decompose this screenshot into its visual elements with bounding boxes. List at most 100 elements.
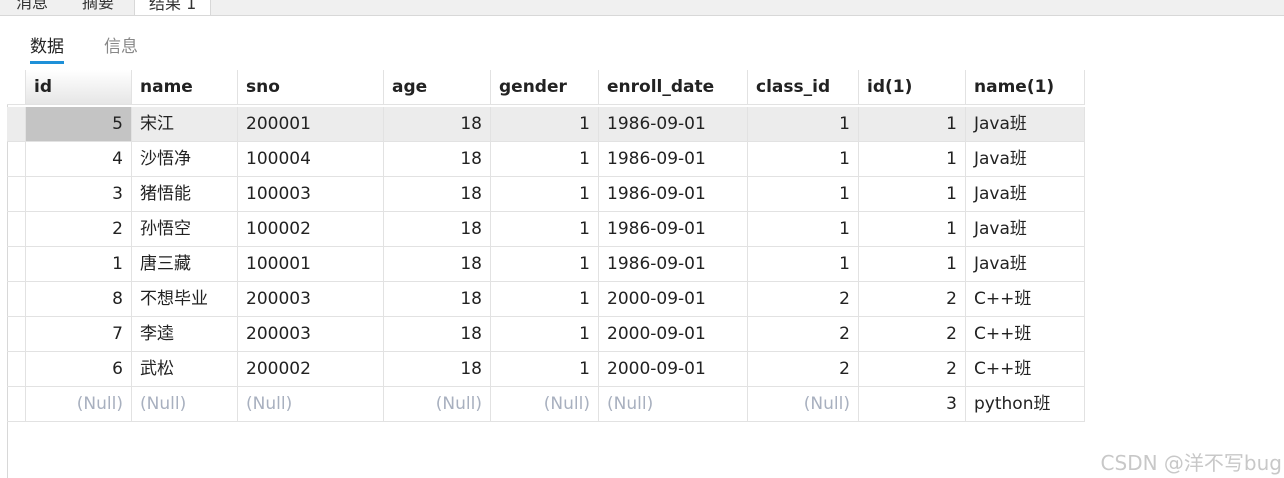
grid-cell[interactable]: 1986-09-01 [599,142,748,177]
column-header[interactable]: gender [491,70,599,105]
grid-cell[interactable]: (Null) [132,387,238,422]
grid-cell[interactable]: 18 [384,212,491,247]
row-header[interactable] [7,177,26,212]
grid-cell[interactable]: 1 [491,142,599,177]
grid-cell[interactable]: 18 [384,107,491,142]
grid-cell[interactable]: 1986-09-01 [599,212,748,247]
grid-cell[interactable]: 2 [748,352,859,387]
grid-cell[interactable]: 1 [26,247,132,282]
grid-cell[interactable]: 4 [26,142,132,177]
grid-cell[interactable]: 1 [491,282,599,317]
grid-cell[interactable]: 7 [26,317,132,352]
grid-cell[interactable]: 3 [859,387,966,422]
grid-cell[interactable]: 李逵 [132,317,238,352]
subtab[interactable]: 信息 [104,37,138,57]
grid-cell[interactable]: 2000-09-01 [599,282,748,317]
grid-cell[interactable]: 1 [748,107,859,142]
tab[interactable]: 消息 [16,0,49,12]
column-header[interactable]: name [132,70,238,105]
grid-cell[interactable]: 2 [859,317,966,352]
row-header[interactable] [7,317,26,352]
grid-cell[interactable]: 100001 [238,247,384,282]
grid-cell[interactable]: (Null) [491,387,599,422]
grid-cell[interactable]: 100002 [238,212,384,247]
grid-cell[interactable]: 猪悟能 [132,177,238,212]
grid-cell[interactable]: 2000-09-01 [599,317,748,352]
tab[interactable]: 结果 1 [134,0,212,15]
row-header[interactable] [7,387,26,422]
grid-cell[interactable]: Java班 [966,177,1085,212]
grid-cell[interactable]: 2 [26,212,132,247]
grid-cell[interactable]: (Null) [26,387,132,422]
grid-cell[interactable]: 2000-09-01 [599,352,748,387]
grid-cell[interactable]: 1 [748,177,859,212]
grid-cell[interactable]: 200001 [238,107,384,142]
grid-cell[interactable]: 18 [384,282,491,317]
grid-cell[interactable]: 2 [859,352,966,387]
grid-cell[interactable]: Java班 [966,247,1085,282]
grid-cell[interactable]: C++班 [966,352,1085,387]
subtab[interactable]: 数据 [30,32,64,64]
grid-cell[interactable]: 2 [859,282,966,317]
grid-cell[interactable]: 宋江 [132,107,238,142]
grid-cell[interactable]: 沙悟净 [132,142,238,177]
grid-cell[interactable]: Java班 [966,142,1085,177]
grid-cell[interactable]: 1986-09-01 [599,247,748,282]
grid-cell[interactable]: C++班 [966,317,1085,352]
grid-cell[interactable]: 1 [491,177,599,212]
grid-cell[interactable]: 200003 [238,282,384,317]
column-header[interactable]: id [26,70,132,105]
row-header[interactable] [7,142,26,177]
tab[interactable]: 摘要 [82,0,115,12]
grid-cell[interactable]: 1 [859,212,966,247]
grid-cell[interactable]: 2 [748,282,859,317]
grid-cell[interactable]: 1 [748,212,859,247]
grid-cell[interactable]: 8 [26,282,132,317]
grid-cell[interactable]: 1 [748,142,859,177]
grid-cell[interactable]: 唐三藏 [132,247,238,282]
grid-cell[interactable]: python班 [966,387,1085,422]
grid-cell[interactable]: 1 [859,107,966,142]
column-header[interactable]: name(1) [966,70,1085,105]
column-header[interactable]: class_id [748,70,859,105]
row-header[interactable] [7,282,26,317]
grid-cell[interactable]: 18 [384,352,491,387]
grid-cell[interactable]: 18 [384,177,491,212]
row-header[interactable] [7,107,26,142]
grid-cell[interactable]: 100003 [238,177,384,212]
grid-cell[interactable]: 武松 [132,352,238,387]
row-header[interactable] [7,247,26,282]
grid-cell[interactable]: 18 [384,317,491,352]
grid-cell[interactable]: 3 [26,177,132,212]
grid-cell[interactable]: 18 [384,247,491,282]
grid-cell[interactable]: 1986-09-01 [599,107,748,142]
column-header[interactable]: enroll_date [599,70,748,105]
grid-cell[interactable]: 18 [384,142,491,177]
row-header[interactable] [7,212,26,247]
grid-cell[interactable]: C++班 [966,282,1085,317]
grid-cell[interactable]: 1986-09-01 [599,177,748,212]
grid-cell[interactable]: 100004 [238,142,384,177]
grid-cell[interactable]: Java班 [966,212,1085,247]
grid-cell[interactable]: 1 [859,247,966,282]
grid-cell[interactable]: 5 [26,107,132,142]
grid-cell[interactable]: 2 [748,317,859,352]
grid-cell[interactable]: 1 [748,247,859,282]
grid-cell[interactable]: (Null) [238,387,384,422]
grid-cell[interactable]: 6 [26,352,132,387]
grid-cell[interactable]: (Null) [748,387,859,422]
grid-cell[interactable]: 1 [859,142,966,177]
grid-cell[interactable]: 孙悟空 [132,212,238,247]
grid-cell[interactable]: 200003 [238,317,384,352]
grid-cell[interactable]: 200002 [238,352,384,387]
grid-cell[interactable]: 1 [491,107,599,142]
column-header[interactable]: sno [238,70,384,105]
row-header[interactable] [7,352,26,387]
grid-cell[interactable]: Java班 [966,107,1085,142]
grid-cell[interactable]: 1 [491,352,599,387]
grid-cell[interactable]: (Null) [384,387,491,422]
grid-cell[interactable]: 1 [491,212,599,247]
column-header[interactable]: age [384,70,491,105]
grid-cell[interactable]: 1 [491,317,599,352]
column-header[interactable]: id(1) [859,70,966,105]
